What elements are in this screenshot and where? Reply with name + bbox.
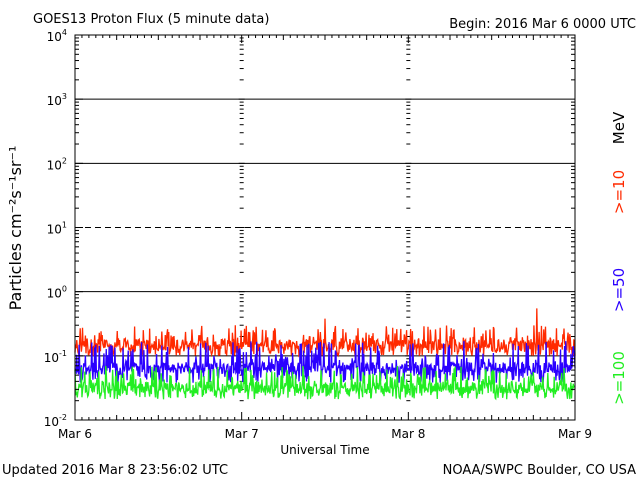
y-tick-label: 103 (47, 92, 67, 108)
source-credit: NOAA/SWPC Boulder, CO USA (443, 463, 636, 478)
x-axis-title: Universal Time (280, 443, 369, 457)
y-tick-label: 104 (47, 28, 67, 44)
legend-series-ge50: >=50 (610, 268, 628, 312)
x-tick-label: Mar 9 (558, 427, 592, 441)
unit-label: MeV (610, 111, 628, 144)
legend-series-ge10: >=10 (610, 170, 628, 214)
y-tick-label: 10-2 (44, 413, 67, 429)
y-tick-label: 102 (47, 156, 67, 172)
y-axis-title: Particles cm⁻²s⁻¹sr⁻¹ (6, 146, 25, 311)
updated-timestamp: Updated 2016 Mar 8 23:56:02 UTC (2, 463, 228, 478)
y-tick-label: 101 (47, 221, 67, 237)
x-tick-label: Mar 6 (58, 427, 92, 441)
chart-title: GOES13 Proton Flux (5 minute data) (33, 12, 269, 27)
x-tick-label: Mar 8 (391, 427, 425, 441)
legend-series-ge100: >=100 (610, 351, 628, 405)
y-tick-label: 10-1 (44, 349, 67, 365)
plot-area (74, 34, 576, 421)
frame-ticks (74, 35, 576, 421)
series-line-0 (74, 308, 576, 358)
begin-time: Begin: 2016 Mar 6 0000 UTC (449, 17, 636, 32)
series-line-2 (74, 365, 576, 401)
x-tick-label: Mar 7 (225, 427, 259, 441)
y-tick-labels: 104 103 102 101 100 10-1 10-2 (44, 28, 67, 429)
y-tick-label: 100 (47, 285, 67, 301)
x-tick-labels: Mar 6 Mar 7 Mar 8 Mar 9 (58, 427, 592, 441)
series-layer (74, 308, 576, 401)
